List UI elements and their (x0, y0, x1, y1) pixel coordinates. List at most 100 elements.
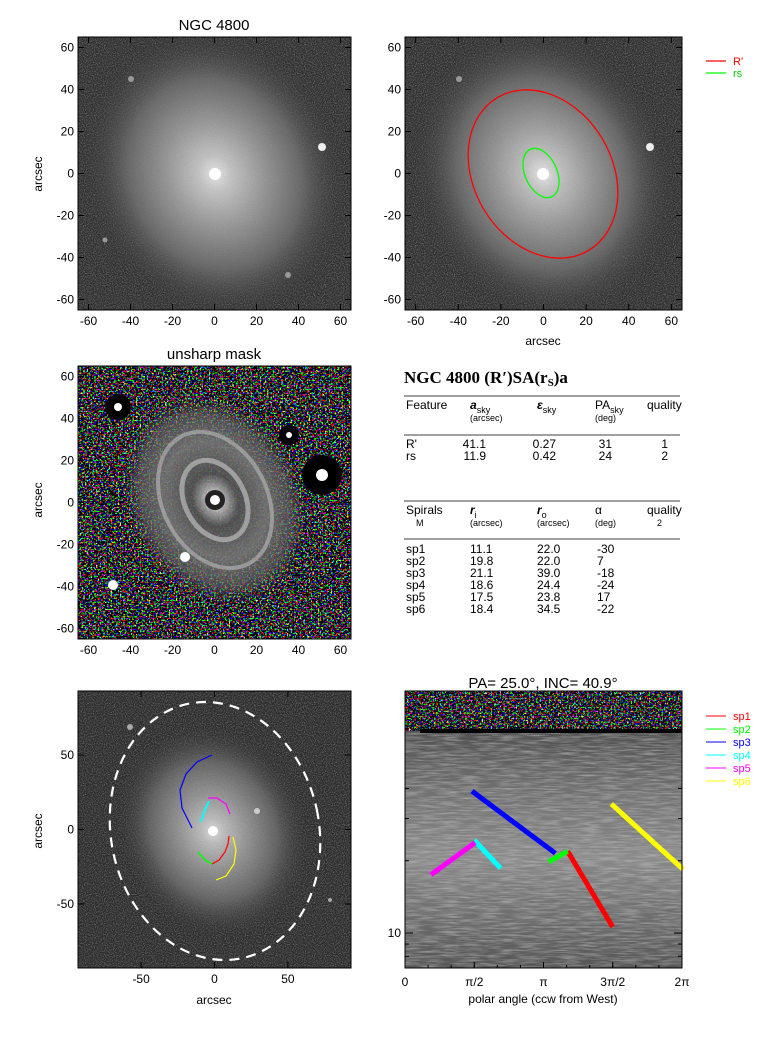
table-cell: 1 (661, 437, 668, 451)
y-tick-label: -40 (384, 251, 402, 265)
arm-sp2 (197, 851, 213, 865)
y-tick-label: 20 (61, 454, 75, 468)
panel3-ylabel: arcsec (31, 482, 45, 517)
x-tick-label: 20 (579, 314, 593, 328)
x-tick-label: -20 (492, 314, 510, 328)
y-tick-label: 20 (388, 125, 402, 139)
unsharp-mask-image (78, 366, 351, 639)
y-tick-label: -40 (57, 580, 75, 594)
y-tick-label: 20 (61, 125, 75, 139)
y-tick-label: -60 (57, 293, 75, 307)
polar-line-sp5 (429, 840, 477, 877)
x-tick-label: 0 (211, 972, 218, 986)
y-tick-label: 50 (61, 748, 75, 762)
x-tick-label: 40 (622, 314, 636, 328)
x-tick-label: 2π (675, 975, 690, 989)
table-cell: sp4 (406, 578, 426, 592)
y-tick-label: 40 (61, 83, 75, 97)
y-tick-label: 60 (388, 41, 402, 55)
polar-line-sp3 (470, 789, 557, 856)
table-cell: 11.1 (470, 542, 493, 556)
table-header-unit: (arcsec) (470, 518, 503, 528)
table-cell: 0.42 (533, 449, 557, 463)
y-tick-label: 60 (61, 370, 75, 384)
disk-boundary-ellipse (108, 700, 322, 962)
table-header-unit: (deg) (595, 413, 616, 423)
table-cell: 18.6 (470, 578, 494, 592)
table-cell: 0.27 (533, 437, 557, 451)
classification-table: NGC 4800 (R′)SA(rS)a Feature asky(arcsec)… (404, 368, 682, 616)
y-tick-label: 40 (61, 412, 75, 426)
legend-label-sp4: sp4 (733, 750, 751, 762)
x-tick-label: 0 (211, 314, 218, 328)
arm-sp3 (179, 754, 213, 829)
table-cell: -30 (597, 542, 615, 556)
x-tick-label: 40 (292, 643, 306, 657)
table-header-unit: (deg) (595, 518, 616, 528)
arm-sp5 (208, 797, 231, 815)
y-tick-label: -60 (384, 293, 402, 307)
arm-sp6 (215, 836, 237, 881)
table-cell: 7 (597, 554, 604, 568)
table-header: α (595, 503, 602, 517)
x-tick-label: 60 (334, 643, 348, 657)
table-cell: 18.4 (470, 602, 494, 616)
table-header: quality (647, 503, 682, 517)
table-cell: 17.5 (470, 590, 494, 604)
y-tick-label: -50 (57, 897, 75, 911)
table-header: quality (647, 398, 682, 412)
x-tick-label: -20 (164, 643, 182, 657)
panel1-ylabel: arcsec (31, 156, 45, 191)
galaxy-image-1 (78, 37, 351, 310)
y-tick-label: 10 (388, 926, 402, 940)
panel5-xlabel: arcsec (196, 993, 231, 1007)
panel1-title: NGC 4800 (179, 17, 250, 34)
table-cell: 31 (599, 437, 613, 451)
table-cell: -22 (597, 602, 615, 616)
legend-ellipses: R' rs (706, 56, 743, 80)
y-tick-label: 60 (61, 41, 75, 55)
x-tick-label: -60 (80, 314, 98, 328)
x-tick-label: π/2 (465, 975, 484, 989)
legend-R-prime: R' (733, 56, 743, 68)
table-header: Spirals (406, 503, 443, 517)
panel5-ylabel: arcsec (31, 813, 45, 848)
y-tick-label: -20 (57, 538, 75, 552)
table-cell: 19.8 (470, 554, 494, 568)
x-tick-label: -60 (80, 643, 98, 657)
table-cell: -18 (597, 566, 615, 580)
panel6-xlabel: polar angle (ccw from West) (468, 992, 617, 1006)
x-tick-label: π (539, 975, 547, 989)
x-tick-label: -50 (132, 972, 150, 986)
table-cell: 24.4 (537, 578, 561, 592)
y-tick-label: -40 (57, 251, 75, 265)
arm-sp4 (200, 800, 210, 823)
legend-label-sp2: sp2 (733, 724, 751, 736)
table-header-unit: (arcsec) (470, 413, 503, 423)
table-cell: 23.8 (537, 590, 561, 604)
panel3-title: unsharp mask (167, 346, 262, 363)
polar-line-sp4 (472, 838, 503, 871)
y-tick-label: 0 (394, 167, 401, 181)
galaxy-image-2 (405, 37, 682, 310)
table-cell: sp1 (406, 542, 426, 556)
x-tick-label: 60 (665, 314, 679, 328)
polar-line-sp2 (547, 849, 569, 864)
table-cell: -24 (597, 578, 615, 592)
table-cell: 17 (597, 590, 611, 604)
x-tick-label: -60 (407, 314, 425, 328)
x-tick-label: -40 (450, 314, 468, 328)
legend-rs: rs (733, 68, 743, 80)
x-tick-label: -20 (164, 314, 182, 328)
x-tick-label: 0 (402, 975, 409, 989)
legend-label-sp1: sp1 (733, 711, 751, 723)
table-header: εsky (537, 398, 557, 415)
y-tick-label: 0 (67, 496, 74, 510)
table-cell: sp3 (406, 566, 426, 580)
table-title: NGC 4800 (R′)SA(rS)a (404, 368, 568, 389)
y-tick-label: 0 (67, 823, 74, 837)
y-tick-label: 0 (67, 167, 74, 181)
panel6-title: PA= 25.0°, INC= 40.9° (468, 675, 617, 692)
polar-line-sp6 (609, 802, 685, 872)
